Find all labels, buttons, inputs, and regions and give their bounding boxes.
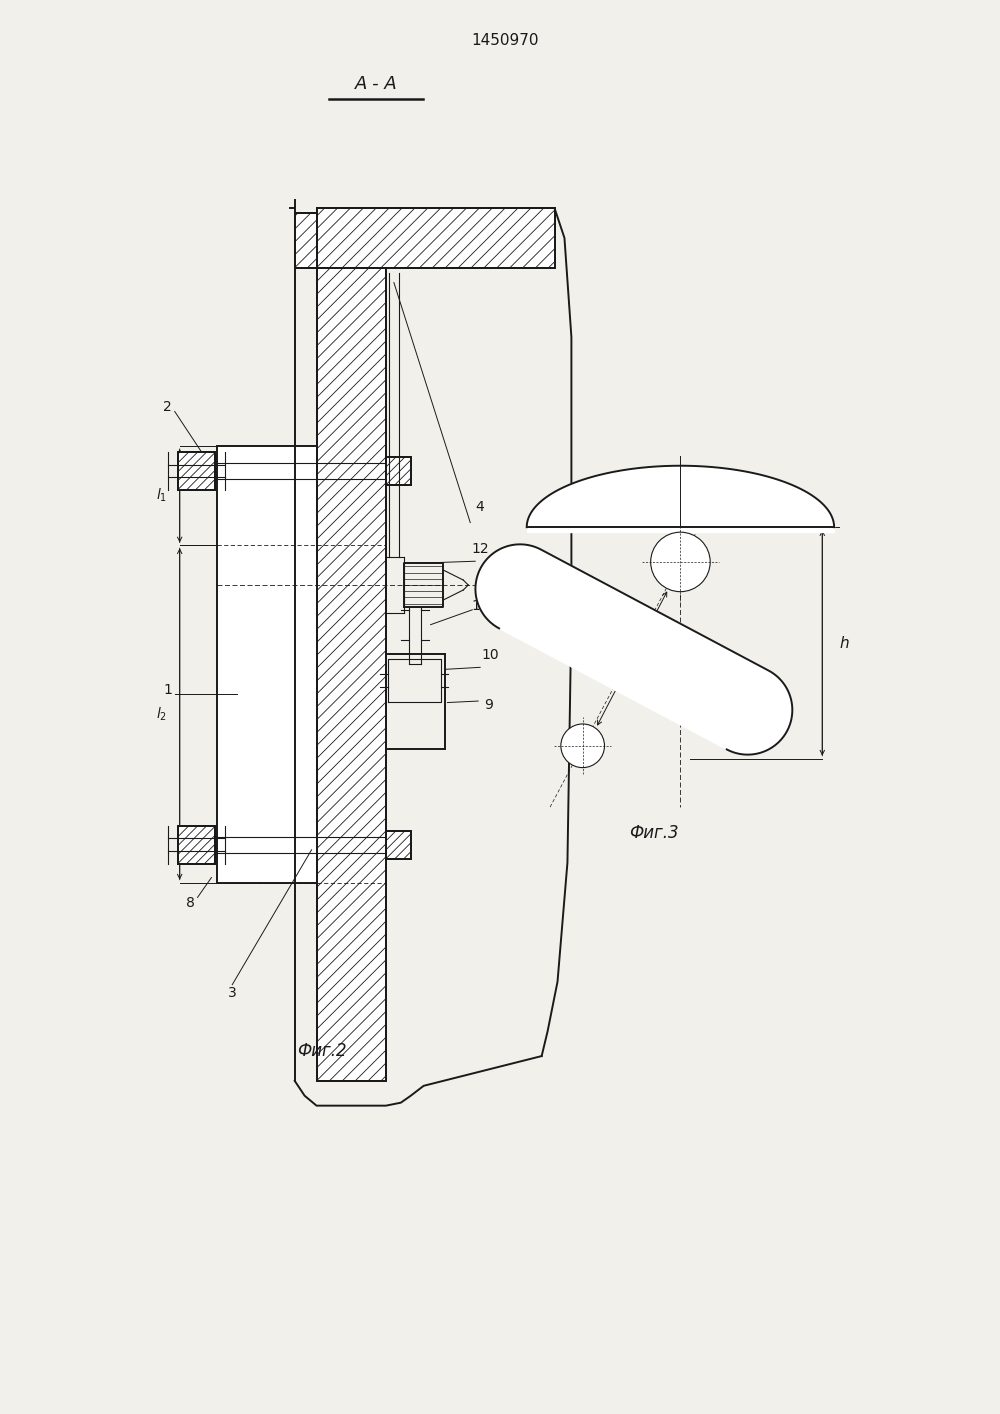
Text: A - A: A - A: [355, 75, 397, 93]
Text: $d$: $d$: [586, 642, 597, 656]
Text: $l_2$: $l_2$: [156, 706, 167, 723]
Text: 1450970: 1450970: [471, 33, 539, 48]
Polygon shape: [475, 544, 792, 755]
Bar: [317, 208, 555, 267]
Bar: [317, 267, 386, 1080]
Bar: [217, 447, 317, 882]
Bar: [178, 826, 215, 864]
Bar: [386, 831, 411, 858]
Bar: [295, 214, 317, 267]
Text: Фиг.2: Фиг.2: [297, 1042, 346, 1060]
Polygon shape: [527, 465, 834, 527]
Bar: [317, 208, 555, 267]
Bar: [178, 452, 215, 489]
Text: 1: 1: [163, 683, 172, 697]
Text: Фиг.3: Фиг.3: [629, 824, 679, 841]
Polygon shape: [527, 522, 834, 532]
Text: 3: 3: [228, 986, 237, 1000]
Bar: [295, 214, 317, 267]
Bar: [386, 457, 411, 485]
Bar: [386, 457, 411, 485]
Text: 11: 11: [471, 598, 489, 612]
Text: 8: 8: [186, 896, 195, 911]
Bar: [386, 831, 411, 858]
Text: 2: 2: [163, 400, 172, 414]
Text: 10: 10: [481, 649, 499, 662]
Bar: [178, 452, 215, 489]
Circle shape: [561, 724, 604, 768]
Circle shape: [651, 532, 710, 591]
Bar: [178, 826, 215, 864]
Text: 12: 12: [471, 543, 489, 556]
Text: 4: 4: [476, 499, 485, 513]
Text: $l_1$: $l_1$: [156, 486, 167, 505]
Bar: [317, 267, 386, 1080]
Text: $h$: $h$: [839, 635, 849, 650]
Text: 9: 9: [484, 699, 493, 713]
